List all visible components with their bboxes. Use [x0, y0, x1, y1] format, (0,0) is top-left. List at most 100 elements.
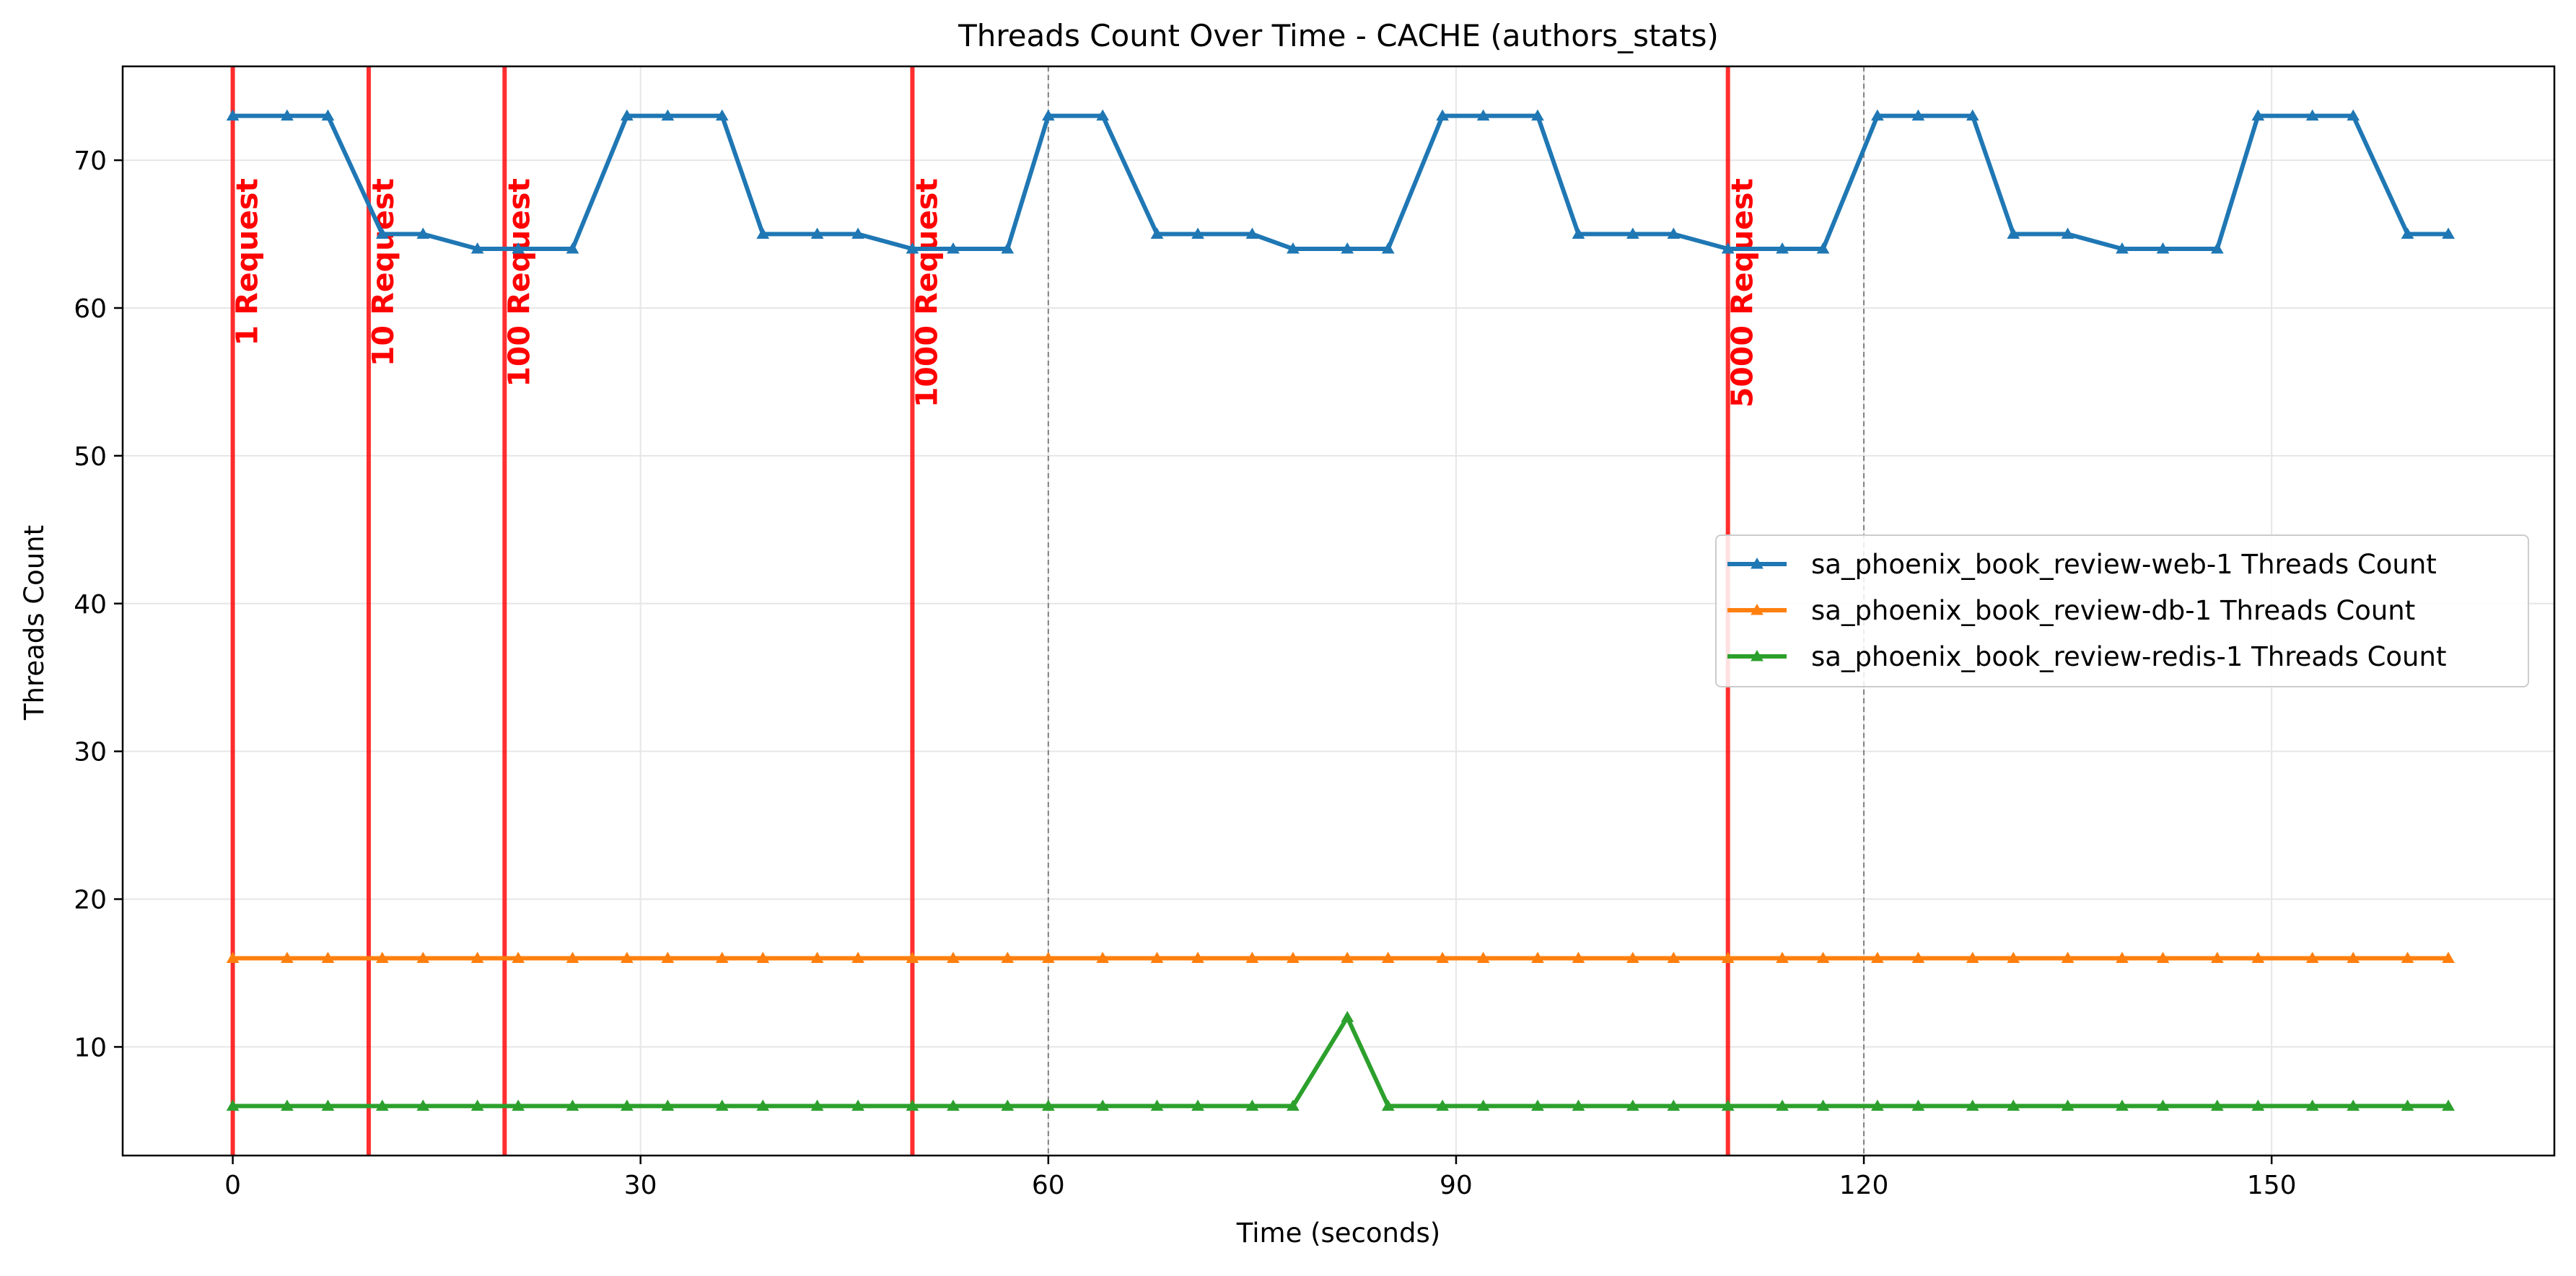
data-point	[1776, 1099, 1789, 1111]
y-tick-label: 50	[74, 442, 107, 472]
plot-frame	[121, 65, 2556, 1157]
x-tick-label: 60	[1032, 1171, 1065, 1200]
data-point	[281, 1099, 294, 1111]
data-point	[2251, 1099, 2265, 1111]
data-point	[1572, 227, 1585, 239]
data-point	[1816, 242, 1830, 254]
data-point	[2210, 1099, 2224, 1111]
data-point	[1245, 951, 1259, 963]
data-point	[1245, 227, 1259, 239]
data-point	[715, 109, 729, 121]
data-point	[416, 1099, 430, 1111]
data-point	[1041, 109, 1055, 121]
data-point	[661, 951, 675, 963]
data-point	[1572, 951, 1585, 963]
data-point	[2116, 1099, 2129, 1111]
data-point	[1436, 1099, 1449, 1111]
data-point	[2156, 951, 2170, 963]
data-point	[1287, 242, 1300, 254]
data-point	[1341, 951, 1354, 963]
data-point	[1287, 951, 1300, 963]
chart-title: Threads Count Over Time - CACHE (authors…	[958, 18, 1719, 53]
legend-label: sa_phoenix_book_review-redis-1 Threads C…	[1811, 641, 2446, 672]
y-tick-label: 40	[74, 590, 107, 620]
data-point	[470, 242, 484, 254]
data-point	[1911, 109, 1925, 121]
data-point	[2156, 1099, 2170, 1111]
data-point	[2347, 1099, 2360, 1111]
data-point	[947, 951, 960, 963]
data-point	[1096, 1099, 1110, 1111]
legend-marker	[1751, 649, 1764, 661]
data-point	[1436, 951, 1449, 963]
request-marker-label: 1 Request	[230, 178, 265, 346]
data-point	[756, 1099, 770, 1111]
data-point	[2116, 951, 2129, 963]
data-point	[2251, 951, 2265, 963]
data-point	[1776, 242, 1789, 254]
data-point	[1871, 1099, 1884, 1111]
data-point	[2305, 951, 2319, 963]
y-tick-label: 10	[74, 1033, 107, 1062]
data-point	[1150, 1099, 1164, 1111]
data-point	[851, 951, 864, 963]
data-point	[1041, 1099, 1055, 1111]
data-point	[1966, 951, 1979, 963]
legend-marker	[1751, 557, 1764, 569]
data-point	[1150, 951, 1164, 963]
data-point	[1871, 109, 1884, 121]
data-point	[566, 1099, 579, 1111]
data-point	[2061, 951, 2075, 963]
data-point	[1287, 1099, 1300, 1111]
x-tick-label: 150	[2247, 1171, 2297, 1200]
y-tick-label: 30	[74, 738, 107, 767]
request-marker-label: 1000 Request	[909, 178, 944, 408]
data-point	[566, 242, 579, 254]
data-point	[851, 227, 864, 239]
x-tick-label: 30	[624, 1171, 657, 1200]
data-point	[1381, 242, 1395, 254]
data-point	[1721, 951, 1735, 963]
y-tick-label: 20	[74, 886, 107, 915]
data-point	[321, 109, 335, 121]
data-point	[1476, 1099, 1490, 1111]
data-point	[621, 951, 634, 963]
data-point	[1476, 109, 1490, 121]
x-tick-label: 0	[224, 1171, 241, 1200]
legend-marker	[1751, 603, 1764, 615]
data-point	[2442, 1099, 2455, 1111]
x-axis-label: Time (seconds)	[1236, 1218, 1440, 1249]
data-point	[512, 242, 525, 254]
data-point	[715, 1099, 729, 1111]
data-point	[906, 1099, 919, 1111]
data-point	[2116, 242, 2129, 254]
data-point	[416, 951, 430, 963]
data-point	[281, 109, 294, 121]
data-point	[226, 1099, 240, 1111]
data-point	[1721, 1099, 1735, 1111]
data-point	[375, 951, 389, 963]
data-point	[1191, 227, 1204, 239]
data-point	[1001, 951, 1015, 963]
data-point	[1626, 951, 1639, 963]
data-point	[2442, 227, 2455, 239]
data-point	[810, 227, 824, 239]
data-point	[1911, 951, 1925, 963]
x-tick-label: 120	[1839, 1171, 1889, 1200]
series-lines	[226, 109, 2455, 1111]
data-point	[1966, 1099, 1979, 1111]
data-point	[1966, 109, 1979, 121]
data-point	[1381, 1099, 1395, 1111]
data-point	[2007, 227, 2020, 239]
data-point	[2305, 109, 2319, 121]
data-point	[470, 951, 484, 963]
data-point	[512, 951, 525, 963]
data-point	[715, 951, 729, 963]
legend-box	[1715, 534, 2529, 687]
data-point	[2156, 242, 2170, 254]
y-axis-label: Threads Count	[19, 525, 50, 721]
data-point	[851, 1099, 864, 1111]
series-1	[226, 951, 2455, 963]
data-point	[2251, 109, 2265, 121]
